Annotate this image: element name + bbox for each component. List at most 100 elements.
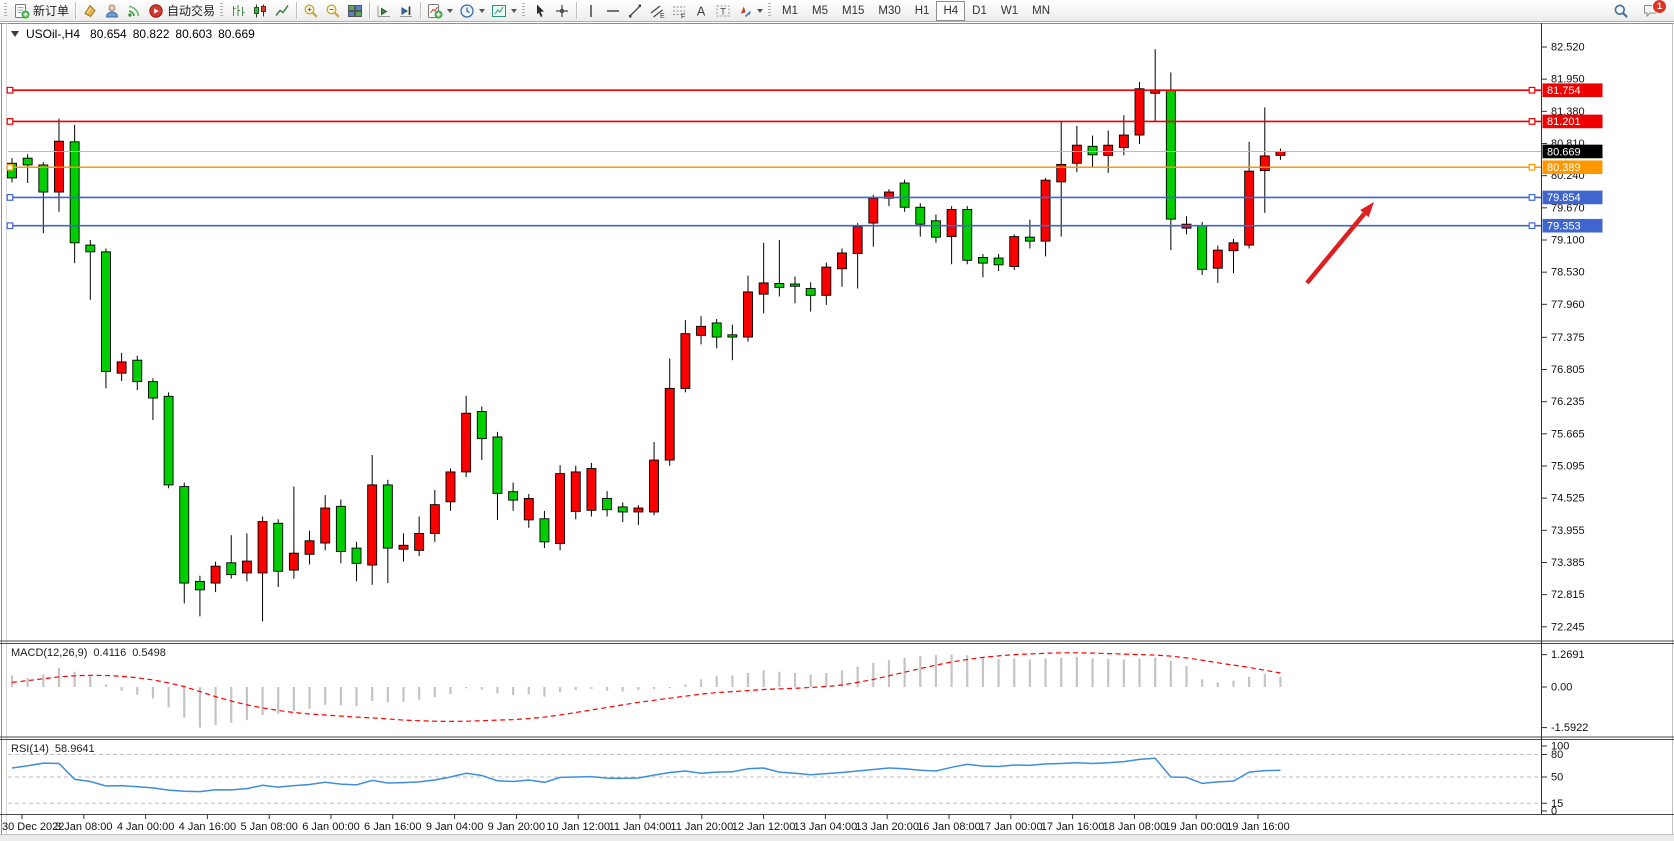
- macd-signal-line: [11, 652, 1281, 723]
- candle: [555, 465, 566, 551]
- chevron-down-icon[interactable]: [479, 8, 486, 13]
- equidistant-channel-button[interactable]: E: [646, 1, 668, 21]
- rsi-line: [11, 757, 1281, 793]
- rsi-axis-label: 80: [1551, 749, 1563, 761]
- chart-shift-button[interactable]: [395, 1, 417, 21]
- chevron-down-icon[interactable]: [757, 8, 764, 13]
- candle: [367, 454, 378, 585]
- time-tick-label: 13 Jan 04:00: [794, 821, 858, 833]
- price-axis[interactable]: 82.52081.95081.38080.81080.24079.67079.1…: [1541, 42, 1603, 634]
- time-tick-label: 4 Jan 00:00: [117, 821, 175, 833]
- search-icon: [1614, 4, 1628, 18]
- candle: [930, 214, 941, 243]
- price-tick-label: 82.520: [1551, 42, 1585, 54]
- notifications-button[interactable]: 1: [1640, 0, 1667, 21]
- timeframe-m30-button[interactable]: M30: [871, 1, 907, 21]
- trend-line-button[interactable]: [624, 1, 646, 21]
- candle: [743, 275, 753, 342]
- autotrade-button[interactable]: 自动交易: [145, 1, 218, 21]
- hline-79.353[interactable]: [6, 222, 1541, 230]
- candle: [805, 282, 816, 312]
- candle: [664, 358, 675, 466]
- arrows-icon: [741, 6, 752, 17]
- candle: [539, 510, 550, 549]
- arrows-button[interactable]: [734, 1, 766, 21]
- crosshair-button[interactable]: [551, 1, 573, 21]
- autotrade-button-label: 自动交易: [167, 4, 216, 18]
- symbol-period-label: USOil-,H4: [26, 27, 81, 41]
- svg-text:F: F: [681, 13, 685, 19]
- toolbar-grip[interactable]: [220, 3, 224, 18]
- timeframe-d1-button[interactable]: D1: [965, 1, 994, 21]
- candle: [320, 495, 331, 551]
- chevron-down-icon[interactable]: [511, 8, 518, 13]
- horizontal-line-button[interactable]: [602, 1, 624, 21]
- candle: [414, 516, 425, 556]
- zoom-out-button[interactable]: [322, 1, 344, 21]
- toolbar-grip[interactable]: [768, 3, 772, 18]
- candle-chart-button[interactable]: [249, 1, 271, 21]
- candle: [1134, 81, 1145, 145]
- new-order-button[interactable]: 新订单: [11, 1, 72, 21]
- price-tick-label: 76.805: [1551, 364, 1585, 376]
- text-label-button[interactable]: T: [712, 1, 734, 21]
- chevron-down-icon[interactable]: [447, 8, 454, 13]
- close-value: 80.669: [218, 27, 255, 41]
- trend-arrow-annotation[interactable]: [1305, 202, 1374, 285]
- price-tick-label: 74.525: [1551, 493, 1585, 505]
- macd-axis-label: -1.5922: [1551, 722, 1588, 734]
- candle: [774, 239, 785, 297]
- candle: [633, 505, 644, 525]
- profile-button[interactable]: [101, 1, 123, 21]
- tile-windows-button[interactable]: [344, 1, 366, 21]
- hline-79.854[interactable]: [6, 194, 1541, 201]
- templates-button[interactable]: [488, 1, 520, 21]
- search-button[interactable]: [1610, 1, 1632, 21]
- auto-scroll-icon: [377, 5, 391, 17]
- candle: [147, 378, 158, 421]
- timeframe-mn-button[interactable]: MN: [1025, 1, 1057, 21]
- hline-81.754[interactable]: [6, 86, 1541, 94]
- candle: [1197, 221, 1208, 275]
- text-button[interactable]: A: [690, 1, 712, 21]
- candle: [1259, 107, 1270, 213]
- fibonacci-button[interactable]: F: [668, 1, 690, 21]
- candle: [116, 352, 127, 382]
- hline-80.389[interactable]: [6, 163, 1541, 171]
- notification-badge: 1: [1652, 0, 1667, 14]
- bar-chart-button[interactable]: [227, 1, 249, 21]
- candle: [1071, 126, 1082, 173]
- zoom-in-button[interactable]: [300, 1, 322, 21]
- candle: [649, 442, 660, 516]
- styler-button[interactable]: [79, 1, 101, 21]
- timeframe-m15-button[interactable]: M15: [835, 1, 871, 21]
- symbol-menu-icon[interactable]: [11, 31, 19, 37]
- toolbar-grip[interactable]: [4, 3, 7, 18]
- svg-text:80.389: 80.389: [1547, 162, 1581, 174]
- periods-button[interactable]: [456, 1, 488, 21]
- rsi-axis-label: 100: [1551, 741, 1569, 753]
- styler-icon: [84, 4, 96, 17]
- auto-scroll-button[interactable]: [373, 1, 395, 21]
- svg-text:E: E: [660, 13, 665, 19]
- timeframe-h1-button[interactable]: H1: [908, 1, 937, 21]
- signals-button[interactable]: [123, 1, 145, 21]
- cursor-button[interactable]: [529, 1, 551, 21]
- candle-chart-icon: [254, 4, 267, 17]
- timeframe-m1-button[interactable]: M1: [775, 1, 805, 21]
- add-indicator-button[interactable]: [424, 1, 456, 21]
- timeframe-m5-button[interactable]: M5: [805, 1, 835, 21]
- price-tick-label: 81.950: [1551, 74, 1585, 86]
- price-tick-label: 78.530: [1551, 267, 1585, 279]
- vertical-line-button[interactable]: [580, 1, 602, 21]
- line-chart-button[interactable]: [271, 1, 293, 21]
- price-tick-label: 72.245: [1551, 621, 1585, 633]
- timeframe-h4-button[interactable]: H4: [936, 0, 966, 21]
- time-tick-label: 6 Jan 00:00: [302, 821, 360, 833]
- hline-81.201[interactable]: [6, 118, 1541, 125]
- toolbar-grip[interactable]: [522, 3, 526, 18]
- candle: [758, 242, 769, 314]
- timeframe-w1-button[interactable]: W1: [994, 1, 1025, 21]
